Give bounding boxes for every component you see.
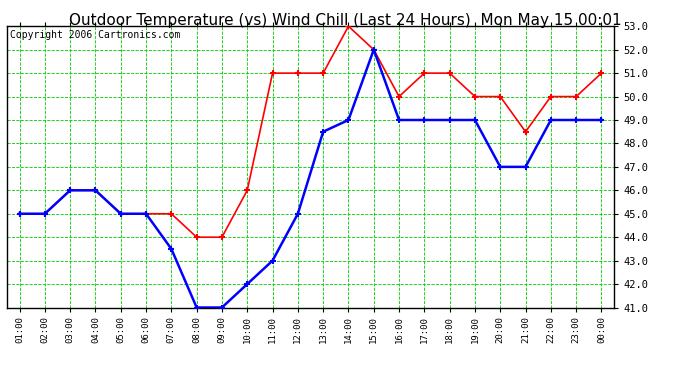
Text: Outdoor Temperature (vs) Wind Chill (Last 24 Hours)  Mon May 15 00:01: Outdoor Temperature (vs) Wind Chill (Las…	[69, 13, 621, 28]
Text: Copyright 2006 Cartronics.com: Copyright 2006 Cartronics.com	[10, 30, 180, 40]
